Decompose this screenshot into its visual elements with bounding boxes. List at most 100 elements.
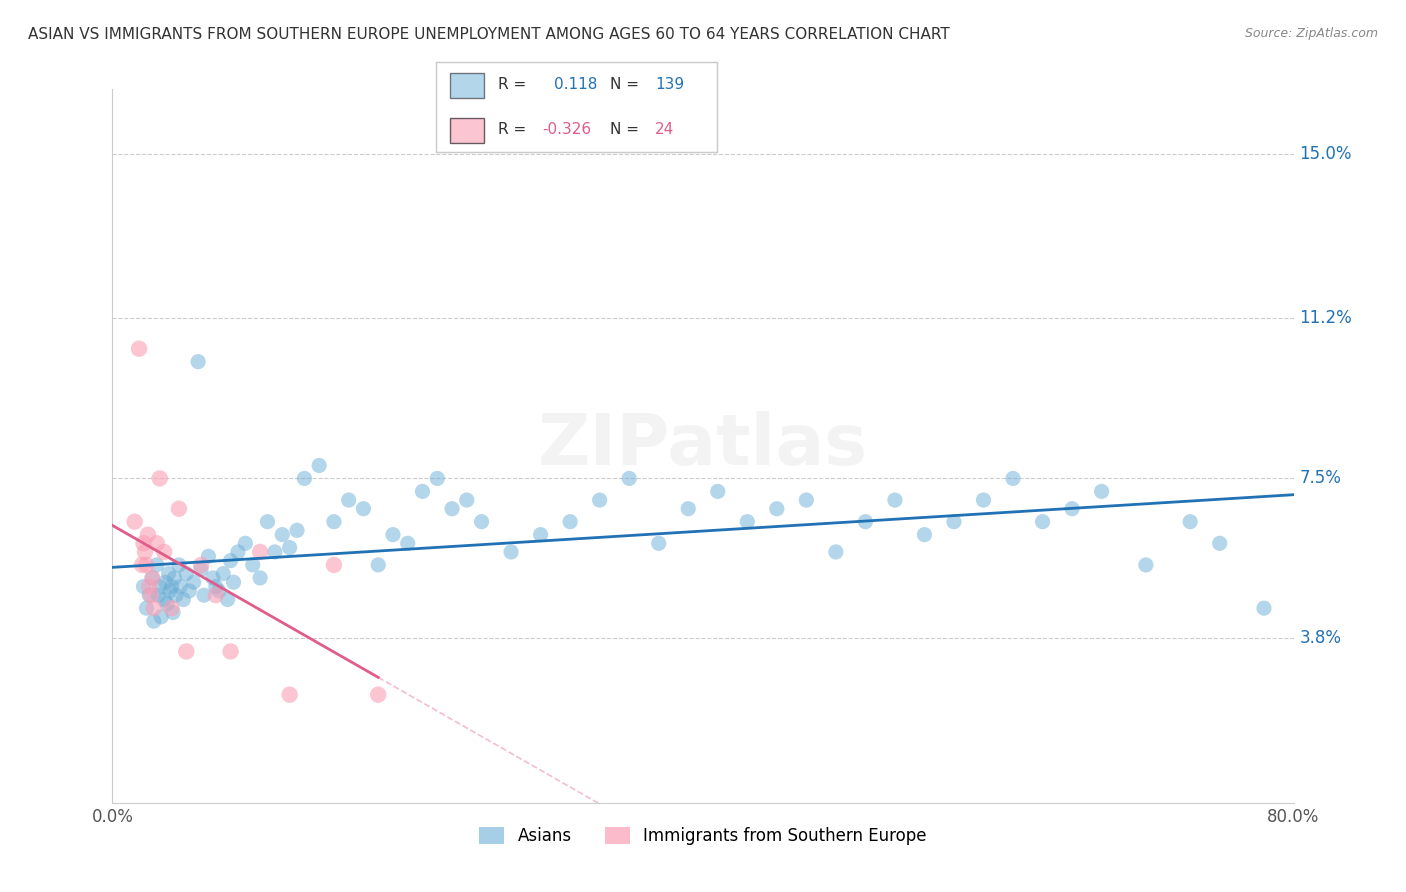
Point [1253,601,1275,615]
Point [138,580,160,594]
FancyBboxPatch shape [450,73,484,98]
Point [131,558,153,572]
Point [501,545,523,559]
Point [249,545,271,559]
Point [142,614,165,628]
Point [148,588,170,602]
Point [456,493,478,508]
Point [560,515,582,529]
Point [737,515,759,529]
Point [201,571,224,585]
Point [529,527,551,541]
Point [217,592,239,607]
Point [367,558,389,572]
Point [174,566,197,581]
Text: Source: ZipAtlas.com: Source: ZipAtlas.com [1244,27,1378,40]
Point [292,471,315,485]
Point [135,601,157,615]
Point [146,558,169,572]
Text: 15.0%: 15.0% [1299,145,1353,163]
Point [271,527,294,541]
Point [323,515,346,529]
Point [132,580,155,594]
Point [219,644,242,658]
Point [766,501,789,516]
Point [264,545,287,559]
Point [193,588,215,602]
Point [141,571,163,585]
Point [139,588,162,602]
Point [1091,484,1114,499]
Point [179,583,201,598]
Point [412,484,434,499]
Text: ZIPatlas: ZIPatlas [538,411,868,481]
Point [167,501,190,516]
Point [149,471,172,485]
Point [153,545,176,559]
Point [165,588,187,602]
Point [973,493,995,508]
Text: R =: R = [498,78,526,92]
Point [150,610,173,624]
Text: 7.5%: 7.5% [1299,469,1341,487]
Point [337,493,360,508]
Point [169,580,191,594]
Point [172,592,194,607]
Point [588,493,610,508]
Point [128,342,150,356]
Point [285,524,308,538]
Text: ASIAN VS IMMIGRANTS FROM SOUTHERN EUROPE UNEMPLOYMENT AMONG AGES 60 TO 64 YEARS : ASIAN VS IMMIGRANTS FROM SOUTHERN EUROPE… [28,27,950,42]
Point [132,536,155,550]
Point [226,545,249,559]
Point [136,527,159,541]
Point [796,493,818,508]
Text: -0.326: -0.326 [543,122,592,136]
Text: 24: 24 [655,122,675,136]
Point [174,644,197,658]
Point [678,501,700,516]
Point [278,541,301,555]
Point [134,545,156,559]
Point [135,558,157,572]
Point [190,558,212,572]
Point [233,536,256,550]
Point [884,493,907,508]
Point [156,597,179,611]
Point [647,536,671,550]
Point [167,558,190,572]
Point [396,536,419,550]
Point [367,688,389,702]
Point [426,471,449,485]
Point [159,583,181,598]
Point [197,549,219,564]
Point [187,354,209,368]
Point [160,580,183,594]
Legend: Asians, Immigrants from Southern Europe: Asians, Immigrants from Southern Europe [472,820,934,852]
Point [1180,515,1202,529]
Point [824,545,846,559]
Point [141,571,163,585]
Point [1001,471,1024,485]
Point [1062,501,1084,516]
Text: N =: N = [610,78,640,92]
Point [278,688,301,702]
Text: 3.8%: 3.8% [1299,630,1341,648]
Text: R =: R = [498,122,526,136]
Point [619,471,641,485]
Text: N =: N = [610,122,640,136]
Point [707,484,730,499]
Point [138,588,160,602]
Text: 0.118: 0.118 [554,78,598,92]
Point [942,515,965,529]
Point [441,501,464,516]
Point [124,515,146,529]
Point [1135,558,1157,572]
Point [219,553,242,567]
Point [323,558,346,572]
Point [256,515,278,529]
Point [212,566,235,581]
Point [308,458,330,473]
Point [855,515,877,529]
Point [205,580,228,594]
Point [1208,536,1232,550]
